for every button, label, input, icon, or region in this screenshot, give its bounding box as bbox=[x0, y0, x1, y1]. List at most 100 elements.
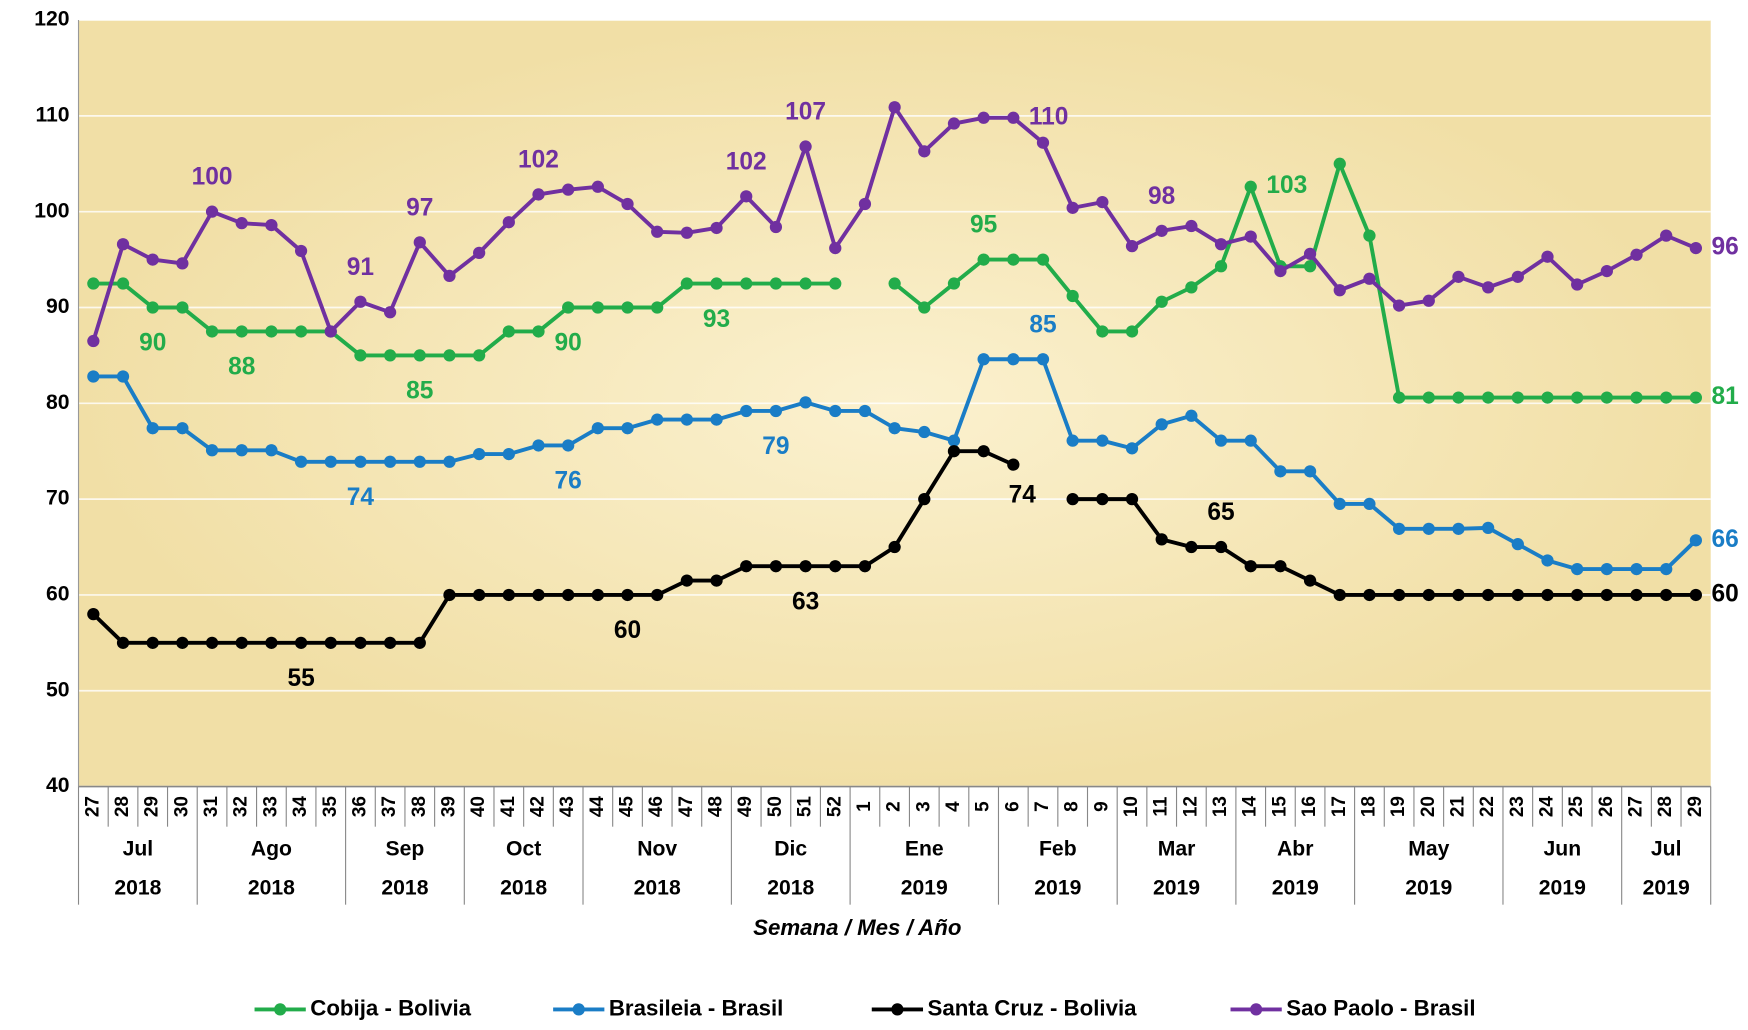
series-marker bbox=[116, 277, 130, 290]
x-tick-label: 14 bbox=[1240, 796, 1261, 818]
series-marker bbox=[324, 325, 337, 338]
series-marker bbox=[1541, 250, 1554, 263]
series-marker bbox=[1600, 391, 1613, 404]
series-marker bbox=[443, 455, 456, 468]
series-marker bbox=[888, 277, 901, 290]
x-tick-label: 13 bbox=[1210, 796, 1231, 817]
series-marker bbox=[1571, 278, 1584, 291]
series-marker bbox=[443, 269, 456, 283]
series-marker bbox=[1482, 391, 1495, 404]
series-marker bbox=[294, 325, 308, 338]
series-marker bbox=[1007, 353, 1020, 366]
x-tick-label: 6 bbox=[1002, 801, 1023, 812]
series-marker bbox=[1303, 247, 1317, 260]
series-marker bbox=[680, 574, 694, 587]
series-marker bbox=[1392, 299, 1406, 312]
series-marker bbox=[1363, 588, 1376, 602]
series-marker bbox=[354, 636, 367, 649]
series-marker bbox=[205, 205, 219, 218]
series-marker bbox=[502, 325, 515, 338]
data-label: 103 bbox=[1266, 172, 1307, 199]
series-marker bbox=[947, 117, 961, 130]
month-label: Sep bbox=[386, 838, 425, 861]
series-marker bbox=[1511, 588, 1524, 602]
x-tick-label: 17 bbox=[1329, 796, 1350, 817]
data-label: 65 bbox=[1207, 499, 1234, 526]
series-marker bbox=[1096, 434, 1109, 447]
x-tick-label: 10 bbox=[1121, 796, 1142, 817]
series-marker bbox=[1571, 391, 1584, 404]
month-label: Nov bbox=[637, 838, 677, 861]
series-marker bbox=[829, 404, 842, 418]
data-label: 55 bbox=[287, 665, 314, 692]
series-marker bbox=[294, 636, 308, 649]
series-marker bbox=[1036, 136, 1050, 149]
x-tick-label: 44 bbox=[587, 796, 608, 818]
data-label: 76 bbox=[555, 468, 582, 495]
data-label: 74 bbox=[347, 484, 375, 511]
series-marker bbox=[710, 413, 723, 426]
series-marker bbox=[591, 588, 604, 602]
data-label: 63 bbox=[792, 588, 819, 615]
x-tick-label: 18 bbox=[1358, 796, 1379, 817]
series-marker bbox=[591, 422, 604, 435]
legend-marker bbox=[572, 1003, 585, 1016]
x-tick-label: 1 bbox=[854, 801, 875, 812]
series-marker bbox=[1125, 442, 1139, 455]
series-marker bbox=[1571, 588, 1584, 602]
series-marker bbox=[1600, 264, 1613, 278]
series-marker bbox=[1600, 562, 1613, 576]
series-marker bbox=[977, 253, 990, 266]
series-marker bbox=[918, 145, 931, 158]
series-marker bbox=[265, 325, 278, 338]
series-marker bbox=[473, 246, 486, 260]
x-tick-label: 25 bbox=[1566, 796, 1587, 817]
series-marker bbox=[1244, 180, 1257, 193]
y-tick-label: 90 bbox=[46, 295, 70, 318]
series-marker bbox=[1689, 241, 1703, 255]
x-tick-label: 43 bbox=[557, 796, 578, 817]
y-tick-label: 40 bbox=[46, 774, 70, 797]
series-marker bbox=[829, 241, 842, 255]
series-marker bbox=[1185, 409, 1198, 422]
series-marker bbox=[799, 560, 812, 573]
series-marker bbox=[1630, 248, 1643, 261]
series-marker bbox=[1452, 588, 1465, 602]
year-label: 2018 bbox=[634, 877, 681, 900]
x-tick-label: 42 bbox=[527, 796, 548, 817]
x-tick-label: 11 bbox=[1151, 797, 1172, 817]
series-marker bbox=[562, 301, 575, 314]
series-marker bbox=[146, 422, 159, 435]
year-label: 2018 bbox=[248, 877, 295, 900]
data-label: 93 bbox=[703, 306, 730, 333]
series-marker bbox=[116, 370, 130, 383]
series-marker bbox=[710, 574, 723, 587]
x-axis-title: Semana / Mes / Año bbox=[753, 915, 961, 940]
series-marker bbox=[591, 180, 604, 193]
series-marker bbox=[1066, 493, 1079, 506]
series-marker bbox=[1660, 562, 1673, 576]
series-marker bbox=[1452, 391, 1465, 404]
series-marker bbox=[176, 301, 189, 314]
series-marker bbox=[1363, 229, 1376, 242]
series-marker bbox=[205, 325, 219, 338]
series-marker bbox=[1185, 281, 1198, 294]
series-marker bbox=[1036, 253, 1050, 266]
x-tick-label: 26 bbox=[1596, 796, 1617, 817]
series-marker bbox=[1660, 229, 1673, 242]
y-tick-label: 80 bbox=[46, 391, 70, 414]
series-marker bbox=[1452, 270, 1465, 283]
series-marker bbox=[977, 111, 990, 124]
series-marker bbox=[87, 277, 100, 290]
month-label: Ene bbox=[905, 838, 944, 861]
legend-marker bbox=[274, 1003, 287, 1016]
data-label: 95 bbox=[970, 212, 997, 239]
series-marker bbox=[1422, 522, 1435, 535]
series-marker bbox=[294, 244, 308, 258]
series-marker bbox=[294, 455, 308, 468]
data-label: 100 bbox=[192, 164, 233, 191]
series-marker bbox=[1007, 253, 1020, 266]
month-label: Mar bbox=[1158, 838, 1196, 861]
series-marker bbox=[1274, 264, 1287, 278]
series-marker bbox=[740, 560, 753, 573]
